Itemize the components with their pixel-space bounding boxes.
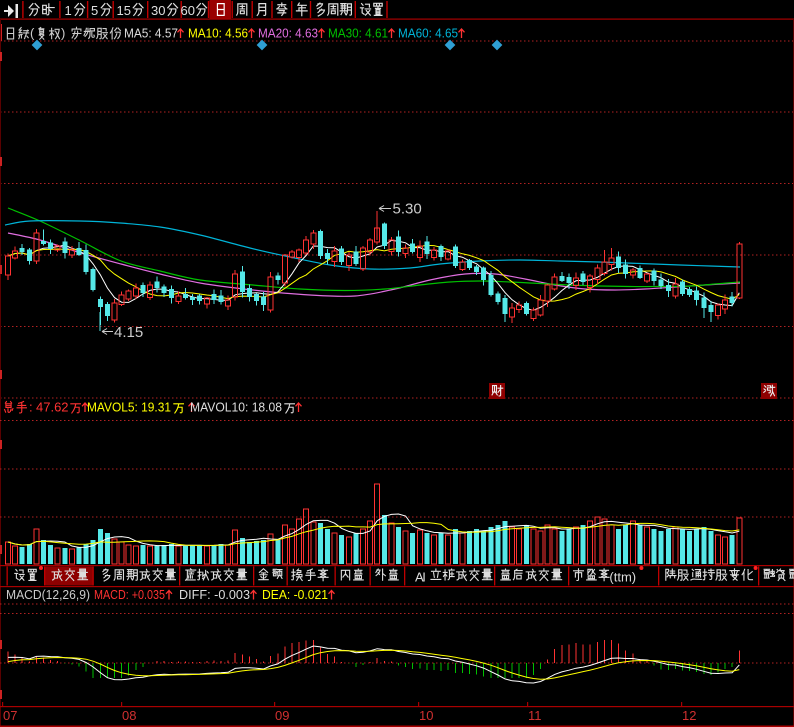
svg-text:30: 30	[151, 3, 165, 18]
svg-text:MACD(12,26,9): MACD(12,26,9)	[6, 587, 90, 602]
svg-text:(: (	[30, 26, 35, 41]
svg-text:5: 5	[91, 3, 98, 18]
svg-text:08: 08	[122, 708, 136, 723]
svg-text:MA5: 4.57: MA5: 4.57	[124, 26, 178, 41]
svg-text:MAVOL10: 18.08: MAVOL10: 18.08	[190, 400, 282, 415]
svg-text:A: A	[415, 570, 424, 585]
svg-text:MAVOL5: 19.31: MAVOL5: 19.31	[87, 400, 171, 415]
svg-text:07: 07	[3, 708, 17, 723]
svg-text::: :	[29, 400, 33, 415]
svg-text:10: 10	[419, 708, 433, 723]
svg-text:60: 60	[181, 3, 195, 18]
svg-text:DEA: -0.021: DEA: -0.021	[262, 587, 328, 602]
svg-text:5.30: 5.30	[393, 201, 422, 218]
svg-text:I: I	[422, 570, 426, 585]
svg-text:MA20: 4.63: MA20: 4.63	[258, 26, 318, 41]
svg-text:4.15: 4.15	[114, 324, 143, 341]
svg-text:47.62: 47.62	[36, 400, 69, 415]
svg-text:(ttm): (ttm)	[609, 570, 636, 585]
svg-text:DIFF: -0.003: DIFF: -0.003	[179, 587, 250, 602]
svg-text:): )	[61, 26, 65, 41]
svg-text:12: 12	[682, 708, 696, 723]
svg-text:MA10: 4.56: MA10: 4.56	[188, 26, 248, 41]
svg-text:09: 09	[275, 708, 289, 723]
svg-text:MA30: 4.61: MA30: 4.61	[328, 26, 388, 41]
svg-text:MA60: 4.65: MA60: 4.65	[398, 26, 458, 41]
svg-text:1: 1	[65, 3, 72, 18]
svg-text:MACD: +0.035: MACD: +0.035	[94, 587, 165, 602]
svg-text:11: 11	[528, 708, 542, 723]
svg-text:15: 15	[117, 3, 131, 18]
